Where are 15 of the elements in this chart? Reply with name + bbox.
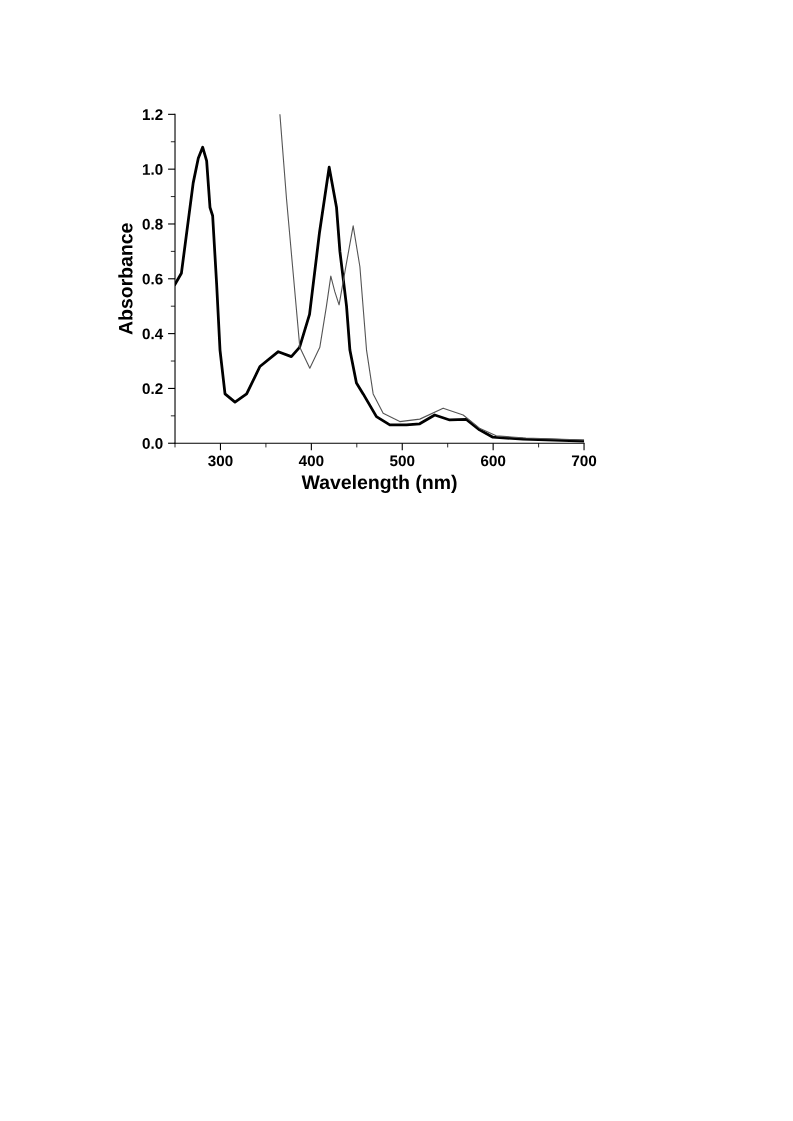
x-axis-title: Wavelength (nm) [301,474,457,494]
y-tick-label: 0.0 [142,438,163,449]
y-tick-label: 0.2 [142,383,163,395]
y-tick-label: 1.2 [142,109,163,120]
y-axis-title: Absorbance [118,223,133,335]
y-tick-label: 0.4 [142,328,164,340]
x-tick-label: 700 [571,455,597,467]
line-series [279,114,585,441]
y-tick-label: 1.0 [142,164,163,175]
x-tick-label: 300 [208,455,233,467]
x-tick-label: 600 [480,455,506,467]
y-tick-label: 0.8 [142,218,163,230]
x-tick-label: 500 [389,455,415,467]
x-tick-label: 400 [298,455,324,467]
y-tick-label: 0.6 [142,273,163,285]
